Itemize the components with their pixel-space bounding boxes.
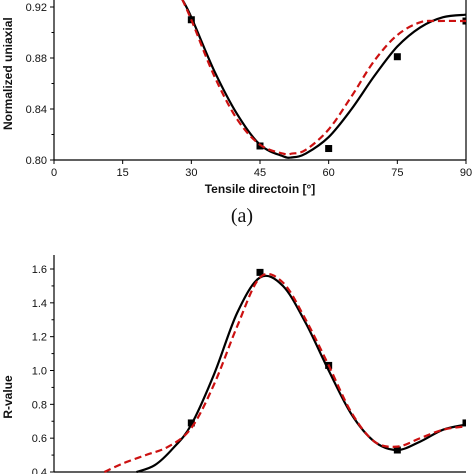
chart-a-y-axis-title: Normalized uniaxial [1,17,15,130]
chart-b-y-tick-label: 0.4 [32,467,47,474]
chart-a: 0.80 0.84 0.88 0.92 0 15 30 45 60 75 90 Tensile di… [1,0,472,196]
chart-a-solid-fit-line [181,0,466,159]
chart-a-y-tick-label: 0.88 [26,53,47,65]
chart-a-data-point [325,145,333,153]
chart-a-x-tick-label: 90 [460,167,472,179]
chart-b-y-tick-label: 0.8 [32,399,47,411]
panel-label: (a) [231,205,253,227]
chart-b-y-tick-label: 1.2 [32,332,47,344]
chart-a-y-tick-label: 0.84 [26,104,47,116]
chart-a-x-tick-label: 60 [323,167,335,179]
chart-a-frame [53,0,467,161]
chart-a-dashed-fit-line [181,0,466,156]
chart-a-x-tick-label: 75 [391,167,403,179]
chart-b-data-point [462,419,466,427]
chart-b-solid-fit-line [136,274,466,474]
chart-b-y-tick-label: 1.6 [32,264,47,276]
chart-a-ticks: 0.80 0.84 0.88 0.92 0 15 30 45 60 75 90 [26,2,473,179]
chart-a-x-tick-label: 45 [254,167,266,179]
chart-a-x-tick-label: 0 [51,167,57,179]
chart-a-y-tick-label: 0.80 [26,155,47,167]
chart-a-x-tick-label: 15 [117,167,129,179]
chart-b-y-tick-label: 1.4 [32,298,47,310]
chart-b-series [103,268,466,474]
chart-b-ticks: 0.4 0.6 0.8 1.0 1.2 1.4 1.6 [32,264,54,474]
chart-b-y-tick-label: 0.6 [32,433,47,445]
chart-a-series [181,0,466,159]
chart-a-x-tick-label: 30 [185,167,197,179]
chart-b: 0.4 0.6 0.8 1.0 1.2 1.4 1.6 R-value [1,255,466,474]
chart-b-data-point [256,268,264,276]
chart-b-y-axis-title: R-value [1,375,15,419]
chart-b-frame [53,255,466,473]
chart-b-dashed-fit-line [103,272,466,473]
chart-a-x-axis-title: Tensile directoin [°] [205,182,316,196]
chart-b-y-tick-label: 1.0 [32,366,47,378]
chart-a-y-tick-label: 0.92 [26,2,47,14]
chart-a-data-point [393,53,401,61]
